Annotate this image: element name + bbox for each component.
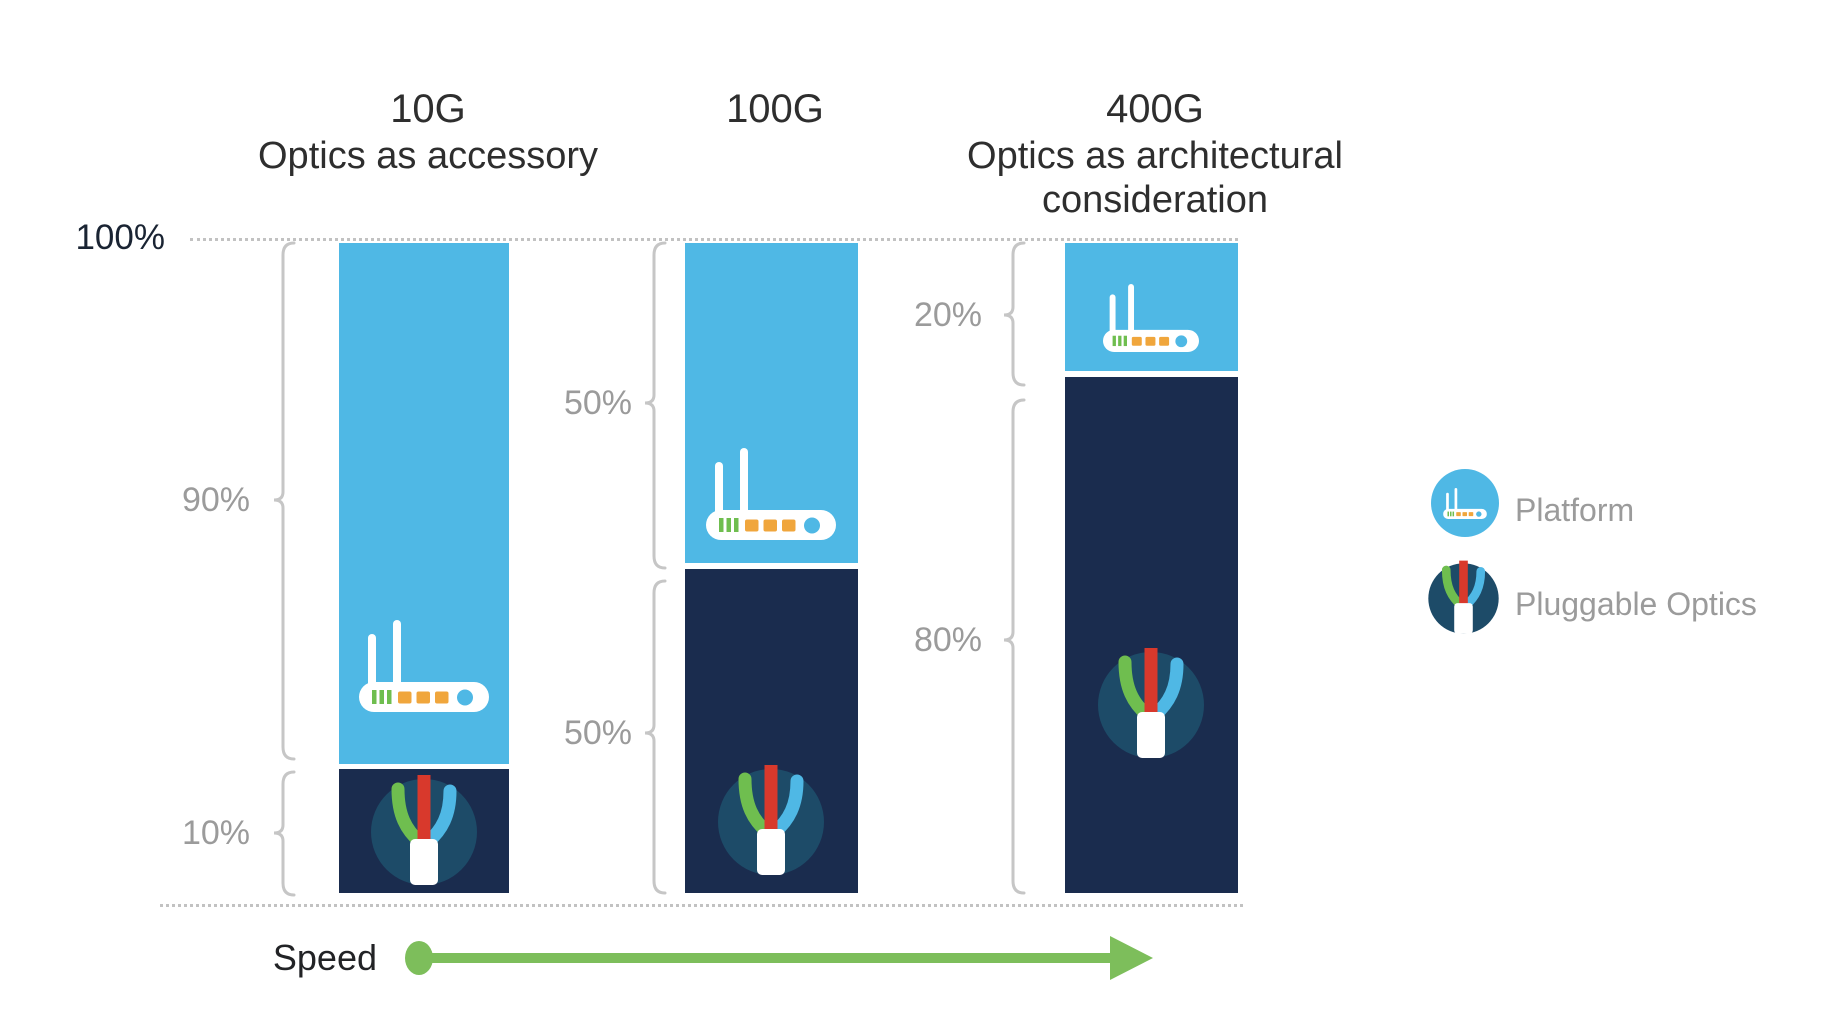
- baseline-dotted-line: [160, 904, 1243, 907]
- brace-50pct-bottom: [644, 579, 667, 895]
- bar-100g: [685, 243, 858, 893]
- router-icon: [359, 620, 489, 712]
- router-icon: [706, 448, 836, 540]
- cable-icon: [1096, 641, 1206, 763]
- router-icon: [1103, 284, 1199, 352]
- bar-10g: [339, 243, 509, 893]
- legend-platform-swatch: [1431, 469, 1499, 537]
- cable-icon: [1427, 556, 1500, 637]
- platform-pct-label-10g: 90%: [181, 481, 250, 519]
- speed-tier-label: 10G: [390, 87, 466, 131]
- optics-segment-100g: [685, 569, 858, 893]
- segment-divider: [339, 764, 509, 769]
- speed-arrow: [405, 936, 1153, 980]
- cable-icon: [369, 768, 479, 890]
- platform-pct-label-100g: 50%: [563, 384, 632, 422]
- column-title-400g: 400G Optics as architectural considerati…: [925, 84, 1385, 222]
- brace-80pct: [1003, 398, 1026, 895]
- brace-20pct: [1003, 241, 1026, 387]
- legend-platform-label: Platform: [1515, 492, 1635, 528]
- platform-segment-400g: [1065, 243, 1238, 371]
- segment-divider: [1065, 371, 1238, 377]
- router-icon: [1443, 488, 1487, 519]
- column-title-100g: 100G: [545, 84, 1005, 134]
- optics-segment-10g: [339, 769, 509, 893]
- platform-pct-label-400g: 20%: [913, 296, 982, 334]
- optics-pct-label-100g: 50%: [563, 714, 632, 752]
- legend-optics-label: Pluggable Optics: [1515, 586, 1757, 622]
- optics-segment-400g: [1065, 377, 1238, 893]
- platform-segment-100g: [685, 243, 858, 563]
- brace-10pct: [273, 770, 296, 897]
- optics-pct-label-400g: 80%: [913, 621, 982, 659]
- axis-max-label: 100%: [75, 218, 165, 257]
- speed-tier-label: 400G: [1106, 87, 1204, 131]
- platform-segment-10g: [339, 243, 509, 764]
- brace-50pct-top: [644, 241, 667, 570]
- speed-axis-label: Speed: [272, 937, 377, 978]
- speed-tier-subtitle: Optics as accessory: [258, 135, 598, 177]
- bar-400g: [1065, 243, 1238, 893]
- column-title-10g: 10G Optics as accessory: [198, 84, 658, 178]
- speed-tier-label: 100G: [726, 87, 824, 131]
- cable-icon: [716, 758, 826, 880]
- speed-tier-subtitle: Optics as architectural consideration: [967, 135, 1343, 221]
- brace-90pct: [273, 241, 296, 761]
- optics-pct-label-10g: 10%: [181, 814, 250, 852]
- top-reference-dotted-line: [190, 238, 1238, 241]
- segment-divider: [685, 563, 858, 569]
